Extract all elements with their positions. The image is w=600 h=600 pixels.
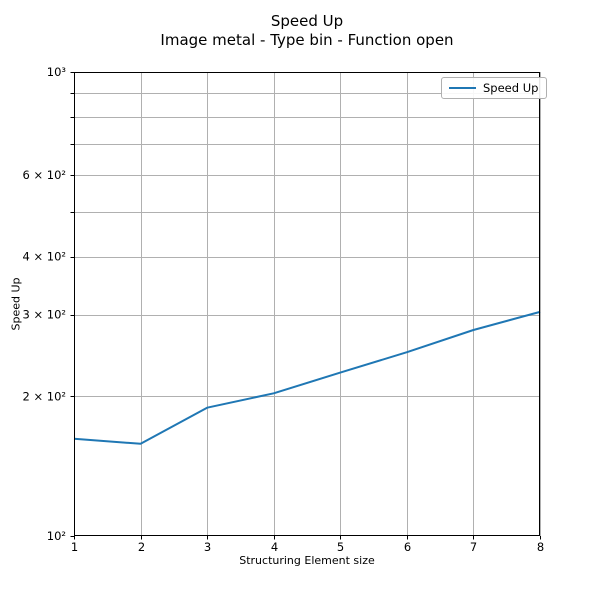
y-axis-label: Speed Up (9, 277, 23, 331)
x-tick-label: 8 (537, 540, 544, 554)
plot-area: 1 2 3 4 5 6 7 8 10³ 6 × 10² 4 × 10² 3 × 10² 2 × 10² 1… (22, 65, 544, 554)
x-tick-label: 5 (337, 540, 344, 554)
x-tick-label: 6 (404, 540, 411, 554)
chart-title: Speed Up (270, 12, 344, 30)
y-tick-label: 4 × 10² (22, 250, 66, 264)
x-tick-label: 2 (138, 540, 145, 554)
data-line-speed-up (73, 310, 541, 445)
y-tick-label: 3 × 10² (22, 308, 66, 322)
x-axis-label: Structuring Element size (239, 554, 375, 567)
legend: Speed Up (441, 77, 548, 99)
y-tick-label: 6 × 10² (22, 168, 66, 182)
x-tick-label: 1 (71, 540, 78, 554)
chart-subtitle: Image metal - Type bin - Function open (160, 31, 454, 49)
x-tick-label: 7 (470, 540, 477, 554)
y-tick-label: 10² (47, 529, 66, 543)
y-tick-label: 2 × 10² (22, 389, 66, 403)
axes-frame (74, 72, 540, 536)
chart-title-block: Speed Up Image metal - Type bin - Functi… (74, 12, 540, 50)
x-tick-label: 3 (204, 540, 211, 554)
legend-label: Speed Up (483, 81, 539, 95)
x-tick-label: 4 (271, 540, 278, 554)
legend-line-sample-icon (449, 87, 476, 89)
chart-canvas: 1 2 3 4 5 6 7 8 10³ 6 × 10² 4 × 10² 3 × 10² 2 × 10² 1… (22, 65, 544, 554)
y-tick-label: 10³ (47, 65, 67, 79)
